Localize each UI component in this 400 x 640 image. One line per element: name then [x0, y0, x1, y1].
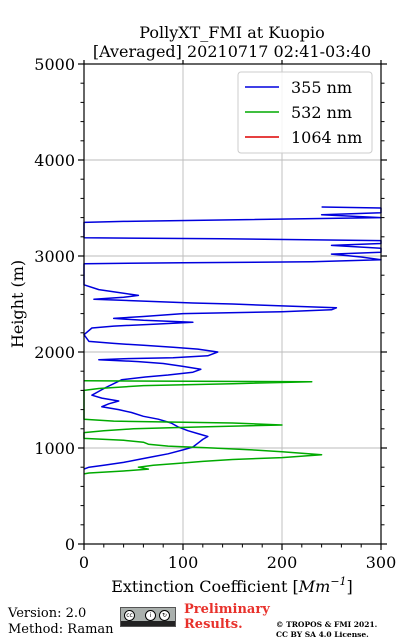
copyright-line-1: © TROPOS & FMI 2021. [276, 620, 378, 629]
x-axis-label: Extinction Coefficient [Mm−1] [111, 575, 353, 596]
legend: 355 nm 532 nm 1064 nm [237, 71, 373, 154]
y-tick-label: 1000 [34, 439, 75, 458]
version-text: Version: 2.0 [8, 606, 87, 621]
x-tick-label: 300 [366, 553, 397, 572]
x-axis-label-text: Extinction Coefficient [ [111, 577, 299, 596]
y-tick-label: 3000 [34, 247, 75, 266]
x-tick-label: 100 [168, 553, 199, 572]
y-tick-label: 4000 [34, 151, 75, 170]
x-tick-label: 200 [267, 553, 298, 572]
y-tick-label: 5000 [34, 55, 75, 74]
x-axis-label-unit: Mm [298, 577, 331, 596]
series-layer [83, 206, 382, 475]
copyright-line-2: CC BY SA 4.0 License. [276, 630, 369, 639]
legend-label-1064-nm: 1064 nm [291, 128, 362, 147]
y-tick-label: 2000 [34, 343, 75, 362]
svg-text:Extinction Coefficient [Mm−1]: Extinction Coefficient [Mm−1] [111, 575, 353, 596]
series-355-nm-line [83, 206, 382, 470]
copyright-notice: © TROPOS & FMI 2021. CC BY SA 4.0 Licens… [276, 620, 377, 640]
extinction-profile-chart: PollyXT_FMI at Kuopio [Averaged] 2021071… [8, 23, 396, 596]
legend-label-355-nm: 355 nm [291, 78, 352, 97]
by-icon: i [145, 610, 156, 621]
x-axis-label-exponent: −1 [330, 575, 346, 588]
badge-bar [121, 621, 175, 626]
preliminary-line-1: Preliminary [184, 602, 270, 617]
legend-box [237, 71, 373, 154]
chart-subtitle: [Averaged] 20210717 02:41-03:40 [93, 42, 371, 61]
chart-title: PollyXT_FMI at Kuopio [139, 23, 325, 42]
preliminary-results-notice: Preliminary Results. [184, 602, 270, 632]
sa-icon: ↻ [159, 610, 170, 621]
series-532-nm-line [83, 380, 323, 475]
cc-icon: cc [124, 610, 135, 621]
cc-license-badge: cc i ↻ [120, 607, 176, 627]
plot-frame [83, 63, 382, 545]
axis-ticks: 0 1000 2000 3000 4000 5000 0 100 200 300 [34, 55, 396, 572]
y-axis-label: Height (m) [8, 260, 27, 348]
preliminary-line-2: Results. [184, 617, 243, 632]
x-axis-label-close: ] [347, 577, 353, 596]
x-tick-label: 0 [79, 553, 89, 572]
legend-label-532-nm: 532 nm [291, 103, 352, 122]
y-tick-label: 0 [65, 535, 75, 554]
version-info: Version: 2.0 Method: Raman [8, 606, 114, 638]
method-text: Method: Raman [8, 622, 114, 637]
